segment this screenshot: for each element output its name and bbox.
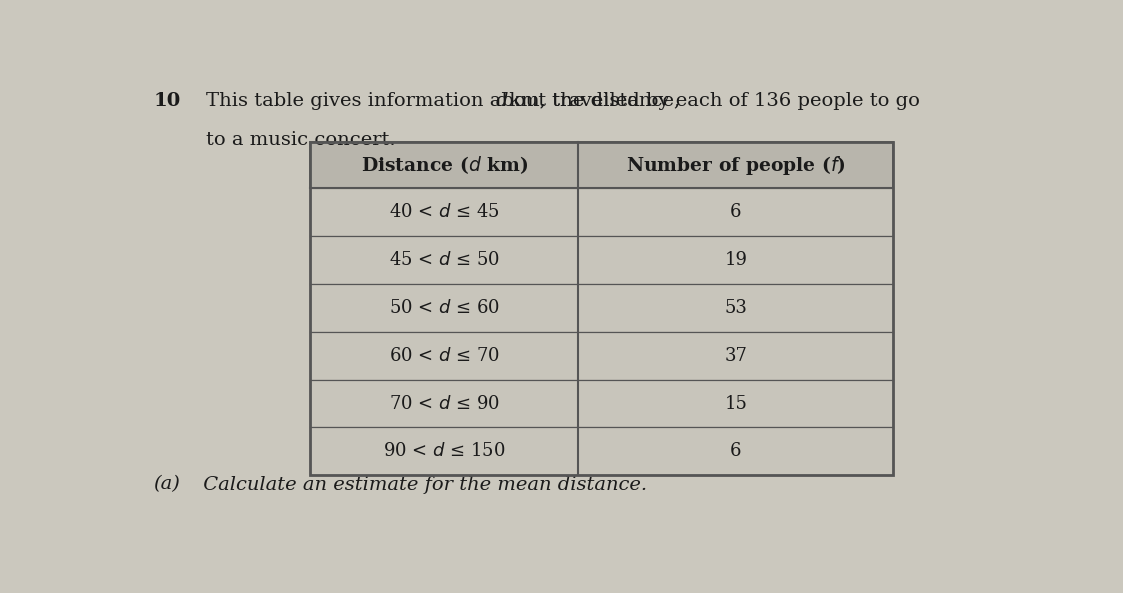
Bar bbox=[310, 236, 893, 284]
Text: 19: 19 bbox=[724, 251, 747, 269]
Bar bbox=[310, 142, 893, 188]
Text: 90 < $\mathit{d}$ ≤ 150: 90 < $\mathit{d}$ ≤ 150 bbox=[383, 442, 505, 460]
Text: 6: 6 bbox=[730, 203, 741, 221]
Text: Distance ($\mathit{d}$ km): Distance ($\mathit{d}$ km) bbox=[360, 154, 528, 176]
Text: Calculate an estimate for the mean distance.: Calculate an estimate for the mean dista… bbox=[197, 476, 647, 493]
Text: d: d bbox=[495, 92, 508, 110]
Text: 40 < $\mathit{d}$ ≤ 45: 40 < $\mathit{d}$ ≤ 45 bbox=[389, 203, 500, 221]
Text: 45 < $\mathit{d}$ ≤ 50: 45 < $\mathit{d}$ ≤ 50 bbox=[389, 251, 500, 269]
Text: (a): (a) bbox=[154, 476, 181, 493]
Text: 50 < $\mathit{d}$ ≤ 60: 50 < $\mathit{d}$ ≤ 60 bbox=[389, 299, 500, 317]
Text: km, travelled by each of 136 people to go: km, travelled by each of 136 people to g… bbox=[503, 92, 920, 110]
Bar bbox=[310, 380, 893, 428]
Bar bbox=[310, 428, 893, 475]
Bar bbox=[310, 331, 893, 380]
Text: Number of people ($\mathit{f}$): Number of people ($\mathit{f}$) bbox=[626, 154, 846, 177]
Text: 53: 53 bbox=[724, 299, 747, 317]
Text: 60 < $\mathit{d}$ ≤ 70: 60 < $\mathit{d}$ ≤ 70 bbox=[389, 347, 500, 365]
Bar bbox=[310, 142, 893, 475]
Text: This table gives information about the distance,: This table gives information about the d… bbox=[206, 92, 686, 110]
Bar bbox=[310, 284, 893, 331]
Text: 15: 15 bbox=[724, 394, 747, 413]
Text: to a music concert.: to a music concert. bbox=[206, 130, 395, 148]
Text: 70 < $\mathit{d}$ ≤ 90: 70 < $\mathit{d}$ ≤ 90 bbox=[389, 394, 500, 413]
Text: 6: 6 bbox=[730, 442, 741, 460]
Bar bbox=[310, 188, 893, 236]
Text: 37: 37 bbox=[724, 347, 747, 365]
Text: 10: 10 bbox=[154, 92, 181, 110]
